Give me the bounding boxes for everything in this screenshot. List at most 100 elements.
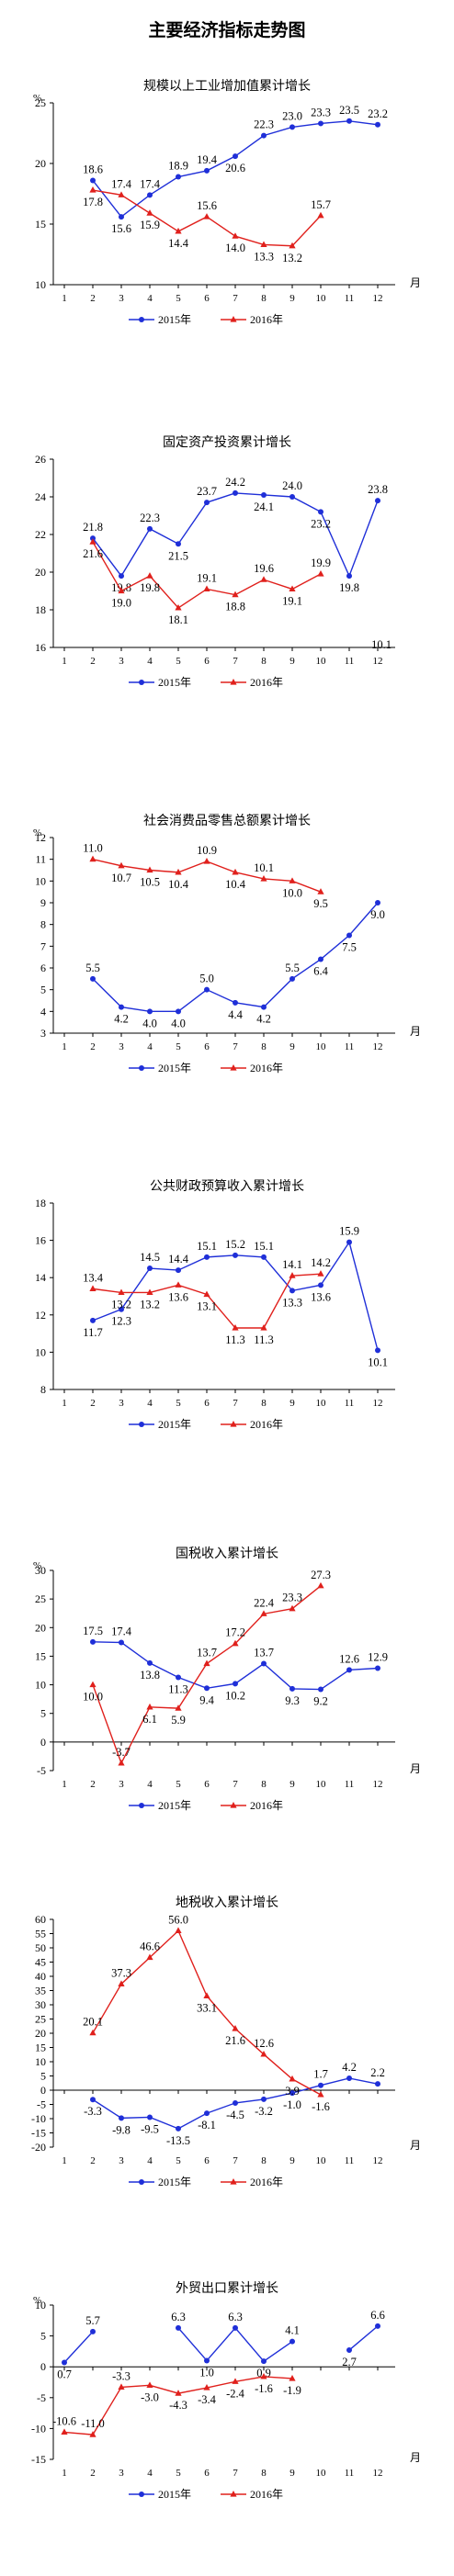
x-tick-label: 5	[176, 293, 181, 304]
x-axis-unit: 月	[410, 1762, 421, 1775]
data-point	[118, 1980, 125, 1986]
data-point	[346, 573, 352, 579]
data-label: 11.3	[168, 1682, 187, 1695]
y-tick-label: 10	[35, 2055, 46, 2068]
data-point	[289, 1604, 296, 1612]
chart-title: 外贸出口累计增长	[176, 2281, 278, 2296]
x-tick-label: 6	[204, 1041, 210, 1052]
data-label: -3.4	[198, 2393, 217, 2406]
chart-title: 规模以上工业增加值累计增长	[143, 79, 311, 94]
data-point	[204, 500, 210, 506]
data-point	[176, 2324, 181, 2331]
data-label: 22.3	[140, 512, 160, 524]
data-point	[289, 2338, 295, 2345]
x-tick-label: 6	[204, 1779, 210, 1790]
data-point	[147, 1266, 153, 1272]
data-point	[204, 2357, 210, 2364]
data-point	[175, 1281, 182, 1288]
data-point	[118, 1759, 125, 1766]
data-label: 19.4	[197, 153, 218, 166]
data-point	[119, 1639, 124, 1646]
x-tick-label: 11	[345, 1779, 355, 1790]
chart-title: 国税收入累计增长	[176, 1547, 278, 1561]
data-point	[289, 242, 296, 249]
data-label: 23.7	[197, 485, 217, 498]
data-label: 13.3	[282, 1296, 302, 1309]
data-point	[176, 541, 181, 547]
x-tick-label: 12	[373, 1041, 383, 1052]
data-label: 46.6	[140, 1940, 160, 1953]
legend-item-2015: 2015年	[129, 1799, 191, 1812]
y-tick-label: 20	[35, 1621, 46, 1634]
data-label: 22.4	[254, 1596, 275, 1609]
data-point	[346, 1667, 352, 1673]
data-label: 9.2	[313, 1695, 328, 1708]
data-label: 14.1	[282, 1258, 302, 1271]
data-label: 13.8	[140, 1669, 160, 1682]
y-tick-label: 10	[35, 874, 46, 887]
data-point	[62, 2359, 67, 2366]
data-point	[147, 1659, 153, 1666]
legend-item-2015: 2015年	[129, 1062, 191, 1074]
x-tick-label: 6	[204, 293, 210, 304]
y-tick-label: 5	[40, 2330, 46, 2343]
chart-title: 公共财政预算收入累计增长	[150, 1179, 304, 1194]
data-point	[204, 2110, 210, 2117]
data-point	[118, 191, 125, 197]
data-label: -4.5	[226, 2109, 244, 2121]
legend-item-2015: 2015年	[129, 2176, 191, 2188]
data-point	[90, 2097, 96, 2103]
chart-title: 社会消费品零售总额累计增长	[143, 814, 311, 828]
y-tick-label: 0	[40, 1736, 46, 1749]
x-tick-label: 10	[316, 2155, 327, 2166]
y-tick-label: 25	[35, 2013, 46, 2026]
data-point	[203, 585, 210, 592]
y-tick-label: 55	[35, 1928, 46, 1940]
data-label: 19.8	[140, 581, 160, 594]
data-point	[232, 1324, 239, 1331]
data-point	[89, 2431, 96, 2437]
x-tick-label: 12	[373, 1779, 383, 1790]
data-point	[204, 1254, 210, 1260]
x-tick-label: 9	[289, 1779, 295, 1790]
data-label: -3.3	[84, 2105, 102, 2118]
y-tick-label: 10	[35, 278, 46, 291]
data-label: 10.1	[254, 861, 274, 874]
data-label: 4.1	[285, 2324, 300, 2337]
data-point	[260, 241, 267, 248]
data-point	[317, 888, 324, 894]
y-axis-unit: %	[33, 827, 41, 838]
data-label: 5.0	[199, 973, 214, 985]
data-point	[346, 932, 352, 939]
data-point	[317, 570, 324, 577]
series-line	[92, 1585, 322, 1765]
x-tick-label: 2	[90, 1041, 96, 1052]
data-point	[89, 2029, 96, 2036]
data-label: 10.1	[371, 638, 392, 651]
y-tick-label: 9	[40, 896, 46, 909]
data-label: 6.6	[370, 2309, 385, 2322]
data-label: 24.1	[254, 501, 274, 513]
data-label: -3.7	[112, 1746, 131, 1759]
data-point	[232, 2378, 239, 2384]
data-point	[261, 1004, 267, 1010]
data-point	[203, 1992, 210, 1998]
x-tick-label: 12	[373, 2468, 383, 2479]
data-point	[89, 1681, 96, 1688]
svg-text:2015年: 2015年	[158, 676, 191, 689]
data-point	[375, 2081, 380, 2087]
data-label: 2.7	[342, 2356, 357, 2368]
legend-item-2015: 2015年	[129, 676, 191, 689]
data-point	[175, 603, 182, 611]
chart-fixed-asset-investment: 固定资产投资累计增长 16 18 20 22 24 26 1 2 3 4 5 6 7 8 9 10 11 12 21.…	[0, 432, 454, 799]
data-point	[175, 1927, 182, 1933]
data-label: 0.7	[57, 2368, 72, 2380]
data-label: 17.4	[111, 1625, 132, 1637]
x-tick-label: 12	[373, 2155, 383, 2166]
data-label: 21.8	[83, 521, 103, 534]
data-point	[175, 1704, 182, 1711]
series-line	[177, 2326, 293, 2363]
data-label: -1.6	[255, 2382, 273, 2395]
